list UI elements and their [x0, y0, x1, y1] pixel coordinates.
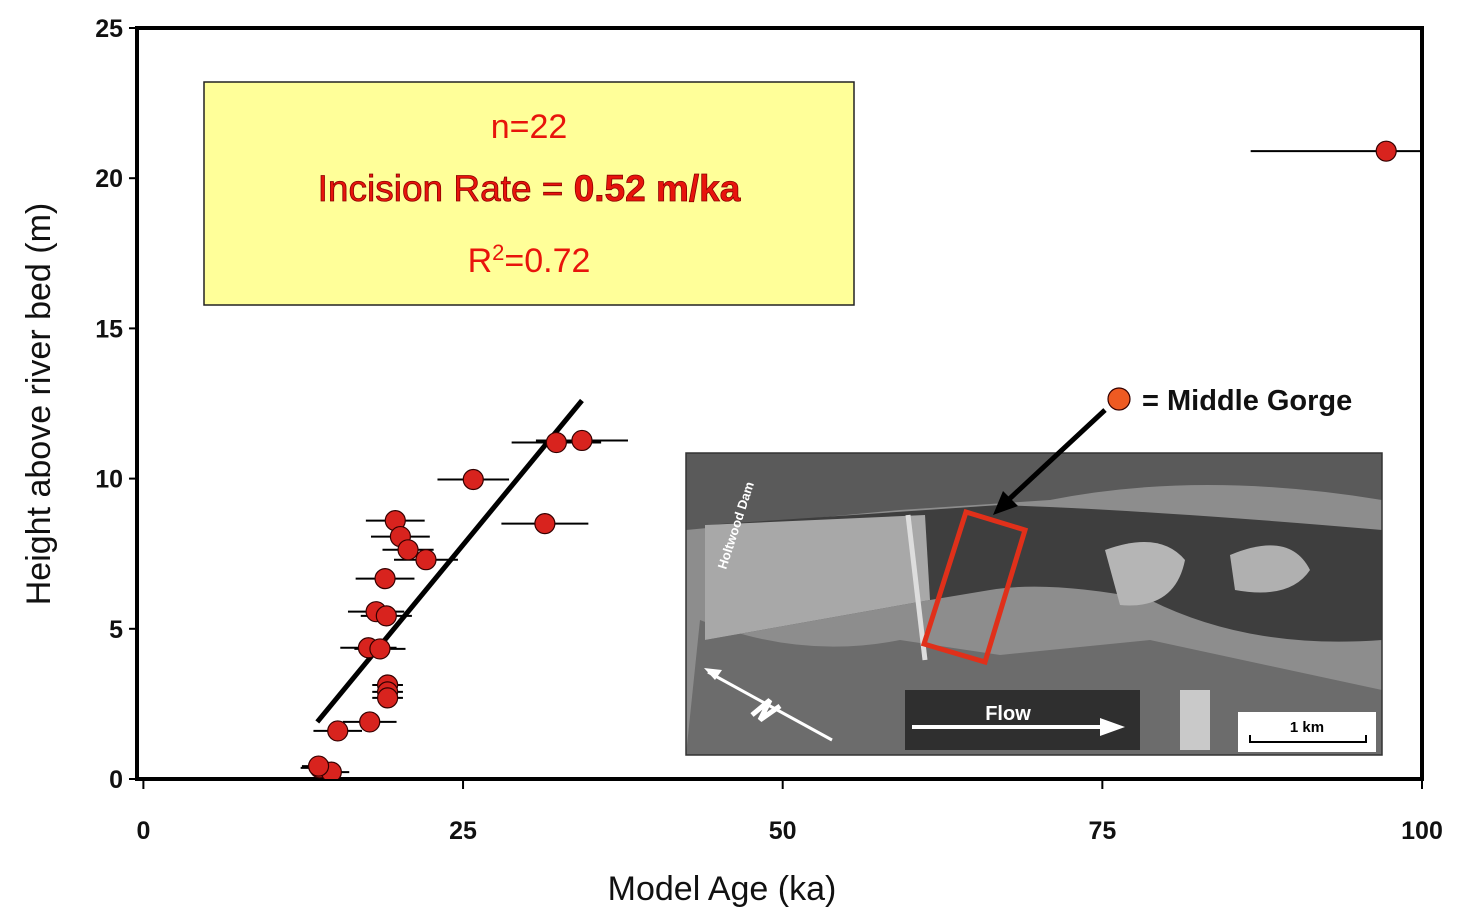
x-tick-label: 25 — [449, 817, 477, 845]
scale-label: 1 km — [1290, 719, 1324, 736]
data-point — [369, 638, 391, 660]
data-point — [375, 605, 397, 627]
x-tick-label: 50 — [769, 817, 797, 845]
y-tick-label: 10 — [95, 466, 123, 494]
y-axis-label: Height above river bed (m) — [20, 203, 58, 606]
r2-sup: 2 — [492, 240, 504, 265]
y-tick-label: 5 — [109, 616, 123, 644]
data-point — [374, 568, 396, 590]
y-tick-label: 20 — [95, 165, 123, 193]
r2-base: R — [468, 242, 493, 280]
y-tick-label: 25 — [95, 15, 123, 43]
data-point — [571, 429, 593, 452]
annotation-rate: Incision Rate = 0.52 m/ka — [318, 168, 741, 209]
y-tick-label: 15 — [95, 315, 123, 343]
inset-arrowhead — [993, 491, 1018, 515]
data-point — [534, 513, 556, 535]
x-tick-label: 0 — [136, 817, 150, 845]
fit-line — [315, 398, 584, 724]
data-point — [462, 468, 484, 491]
annotation-r2: R2=0.72 — [468, 240, 591, 280]
data-point — [397, 539, 419, 561]
r2-value: =0.72 — [504, 242, 590, 280]
x-tick-label: 100 — [1401, 817, 1443, 845]
legend-marker — [1107, 387, 1131, 411]
inset-frame — [685, 452, 1383, 756]
rate-label: Incision Rate = — [318, 168, 574, 209]
data-point — [377, 687, 399, 709]
data-point — [327, 720, 349, 742]
inset-photo: Holtwood Dam Flow 1 km — [686, 453, 1382, 755]
data-point — [415, 549, 437, 571]
annotation-n: n=22 — [491, 108, 568, 146]
plot-area — [300, 140, 1422, 779]
legend-label: = Middle Gorge — [1142, 385, 1352, 417]
annotation-box — [203, 81, 855, 306]
rate-value: 0.52 m/ka — [574, 168, 741, 209]
data-point — [1375, 140, 1397, 162]
data-point — [307, 755, 330, 777]
inset-arrow — [1003, 408, 1107, 505]
data-point — [545, 431, 567, 454]
plot-frame — [135, 26, 1424, 781]
y-tick-label: 0 — [109, 766, 123, 794]
flow-label: Flow — [985, 703, 1031, 725]
data-point — [359, 711, 381, 733]
x-tick-label: 75 — [1088, 817, 1116, 845]
x-axis-label: Model Age (ka) — [608, 870, 837, 908]
